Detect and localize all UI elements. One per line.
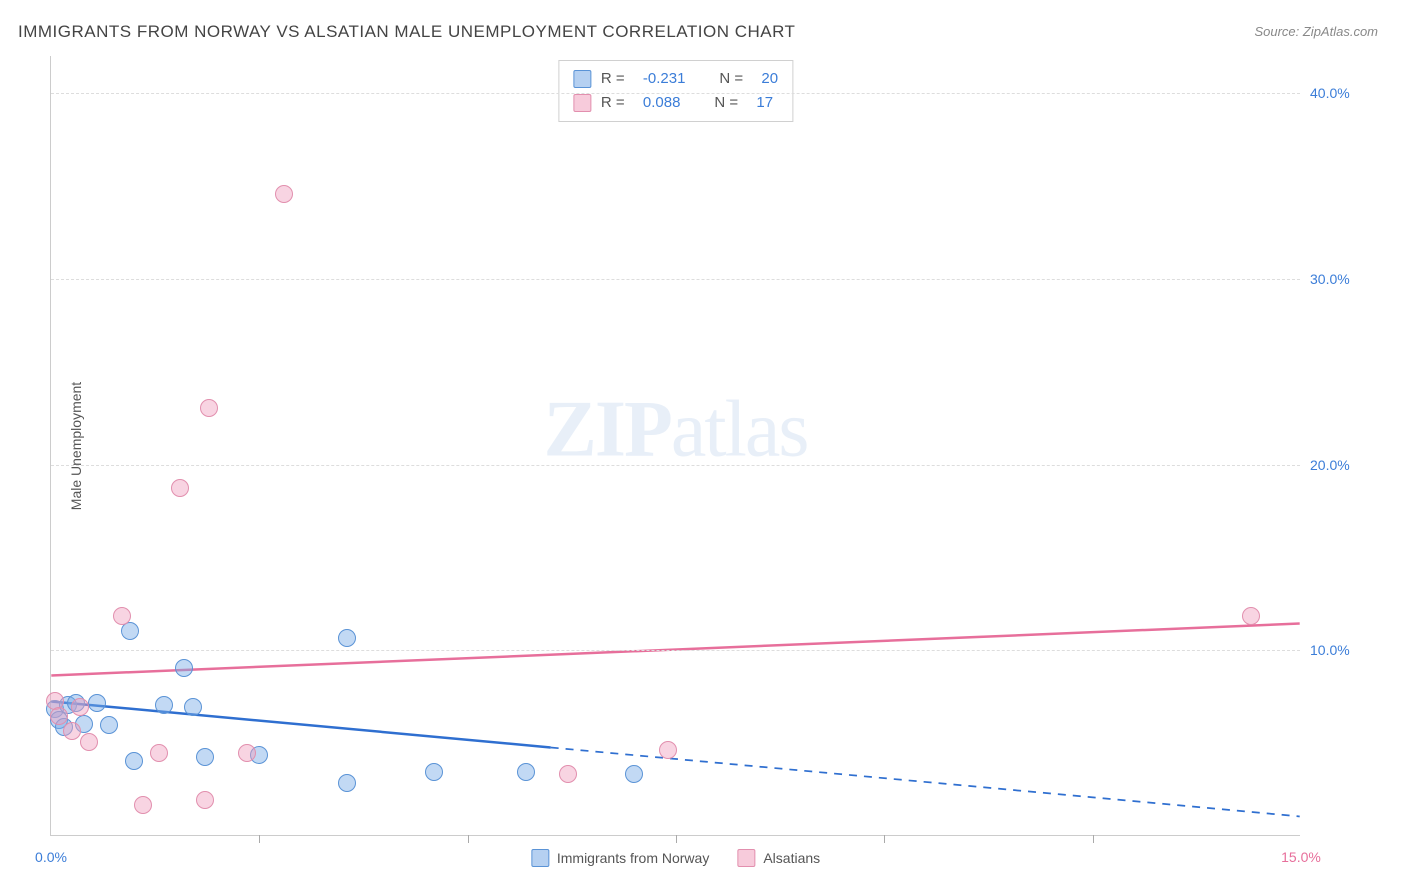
scatter-point-norway <box>338 629 356 647</box>
scatter-point-norway <box>88 694 106 712</box>
legend-r-value: -0.231 <box>643 67 686 91</box>
scatter-point-norway <box>517 763 535 781</box>
x-tick-label: 0.0% <box>35 849 67 865</box>
legend-n-label: N = <box>714 91 744 115</box>
scatter-point-alsatian <box>196 791 214 809</box>
scatter-point-alsatian <box>171 479 189 497</box>
grid-line <box>51 650 1300 651</box>
scatter-point-norway <box>175 659 193 677</box>
legend-bottom-label: Immigrants from Norway <box>557 850 709 866</box>
scatter-point-alsatian <box>113 607 131 625</box>
legend-swatch-icon <box>573 94 591 112</box>
scatter-point-norway <box>625 765 643 783</box>
watermark-atlas: atlas <box>671 385 808 473</box>
legend-r-label: R = <box>601 91 631 115</box>
legend-bottom-item-0: Immigrants from Norway <box>531 849 709 867</box>
y-tick-label: 10.0% <box>1310 642 1370 658</box>
legend-bottom-label: Alsatians <box>763 850 820 866</box>
scatter-point-alsatian <box>200 399 218 417</box>
scatter-point-alsatian <box>71 698 89 716</box>
legend-swatch-icon <box>573 70 591 88</box>
y-tick-label: 40.0% <box>1310 85 1370 101</box>
source-attribution: Source: ZipAtlas.com <box>1254 24 1378 39</box>
chart-title: IMMIGRANTS FROM NORWAY VS ALSATIAN MALE … <box>18 22 795 42</box>
scatter-point-norway <box>125 752 143 770</box>
legend-r-value: 0.088 <box>643 91 681 115</box>
trendlines-layer <box>51 56 1300 835</box>
scatter-point-alsatian <box>559 765 577 783</box>
legend-bottom: Immigrants from Norway Alsatians <box>531 849 820 867</box>
scatter-point-alsatian <box>1242 607 1260 625</box>
grid-line <box>51 93 1300 94</box>
y-tick-label: 20.0% <box>1310 457 1370 473</box>
scatter-point-alsatian <box>150 744 168 762</box>
trendline-solid <box>51 701 550 747</box>
scatter-point-norway <box>155 696 173 714</box>
watermark: ZIPatlas <box>544 384 808 475</box>
scatter-point-norway <box>425 763 443 781</box>
legend-swatch-icon <box>737 849 755 867</box>
scatter-point-alsatian <box>80 733 98 751</box>
scatter-point-alsatian <box>275 185 293 203</box>
grid-line <box>51 465 1300 466</box>
grid-line <box>51 279 1300 280</box>
legend-bottom-item-1: Alsatians <box>737 849 820 867</box>
scatter-point-norway <box>196 748 214 766</box>
legend-top: R = -0.231 N = 20 R = 0.088 N = 17 <box>558 60 793 122</box>
x-tick <box>1093 835 1094 843</box>
legend-n-value: 20 <box>761 67 778 91</box>
plot-area: ZIPatlas R = -0.231 N = 20 R = 0.088 N =… <box>50 56 1300 836</box>
scatter-point-norway <box>100 716 118 734</box>
scatter-point-norway <box>184 698 202 716</box>
x-tick-label: 15.0% <box>1281 849 1321 865</box>
y-tick-label: 30.0% <box>1310 271 1370 287</box>
legend-n-value: 17 <box>756 91 773 115</box>
legend-swatch-icon <box>531 849 549 867</box>
scatter-point-alsatian <box>659 741 677 759</box>
scatter-point-alsatian <box>134 796 152 814</box>
scatter-point-alsatian <box>238 744 256 762</box>
x-tick <box>468 835 469 843</box>
legend-n-label: N = <box>719 67 749 91</box>
x-tick <box>884 835 885 843</box>
scatter-point-alsatian <box>63 722 81 740</box>
x-tick <box>676 835 677 843</box>
legend-r-label: R = <box>601 67 631 91</box>
legend-top-row-0: R = -0.231 N = 20 <box>573 67 778 91</box>
watermark-zip: ZIP <box>544 385 671 473</box>
scatter-point-norway <box>338 774 356 792</box>
x-tick <box>259 835 260 843</box>
scatter-point-alsatian <box>50 707 68 725</box>
legend-top-row-1: R = 0.088 N = 17 <box>573 91 778 115</box>
